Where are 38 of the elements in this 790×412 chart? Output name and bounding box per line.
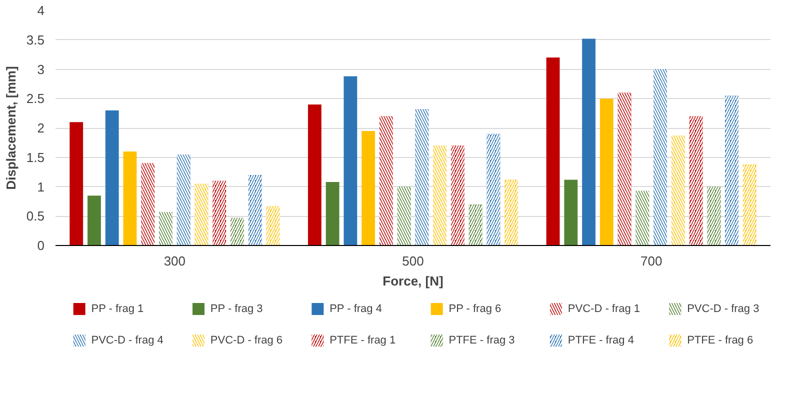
bar xyxy=(344,76,358,246)
legend-label: PVC-D - frag 4 xyxy=(91,334,164,346)
y-tick-label: 0.5 xyxy=(26,208,45,224)
y-tick-label: 3.5 xyxy=(26,32,45,48)
bar xyxy=(546,58,560,246)
legend-label: PTFE - frag 4 xyxy=(568,334,634,346)
legend-label: PTFE - frag 1 xyxy=(330,334,396,346)
x-tick-label: 700 xyxy=(640,254,662,268)
legend-label: PVC-D - frag 6 xyxy=(210,334,283,346)
bar xyxy=(326,182,340,246)
legend-label: PTFE - frag 3 xyxy=(448,334,515,346)
bar xyxy=(123,152,137,246)
bar xyxy=(600,98,614,246)
bar xyxy=(88,196,101,246)
y-tick-label: 2.5 xyxy=(26,91,45,106)
x-tick-label: 500 xyxy=(402,254,424,268)
y-tick-label: 4 xyxy=(37,3,45,18)
y-tick-label: 1.5 xyxy=(26,150,45,165)
bar xyxy=(582,38,596,246)
y-axis-title: Displacement, [mm] xyxy=(3,66,18,190)
bar xyxy=(362,130,376,246)
legend-label: PVC-D - frag 1 xyxy=(568,303,640,315)
y-tick-label: 0 xyxy=(37,238,45,253)
legend-label: PP - frag 1 xyxy=(91,303,144,315)
bar xyxy=(564,180,578,246)
bar xyxy=(105,110,119,246)
y-tick-label: 2 xyxy=(37,120,45,136)
bar xyxy=(70,122,84,246)
x-axis-title: Force, [N] xyxy=(382,274,444,288)
x-tick-label: 300 xyxy=(164,254,186,268)
y-tick-label: 3 xyxy=(37,62,45,77)
legend-label: PP - frag 6 xyxy=(448,303,502,315)
bar xyxy=(308,104,322,246)
legend-label: PP - frag 3 xyxy=(210,303,263,315)
y-tick-label: 1 xyxy=(37,179,45,194)
legend-label: PTFE - frag 6 xyxy=(687,334,754,346)
legend-label: PVC-D - frag 3 xyxy=(687,303,760,315)
legend-label: PP - frag 4 xyxy=(330,303,382,315)
